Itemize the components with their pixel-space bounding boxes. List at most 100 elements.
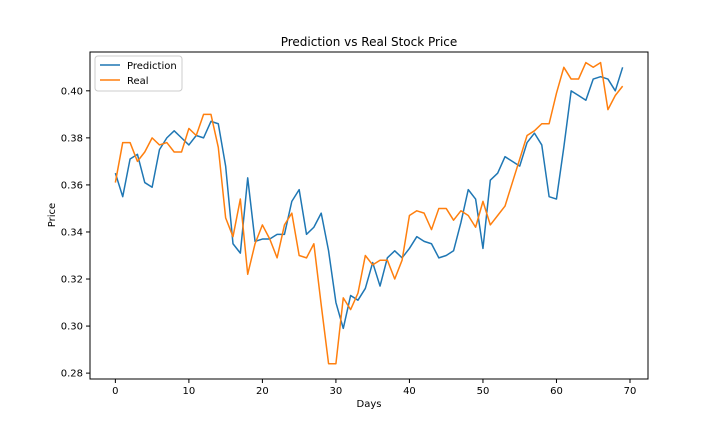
y-tick-label: 0.38 <box>61 133 83 144</box>
data-point-real <box>460 210 462 212</box>
data-point-real <box>218 147 220 149</box>
data-point-real <box>291 212 293 214</box>
data-point-prediction <box>335 302 337 304</box>
data-point-prediction <box>232 243 234 245</box>
data-point-real <box>556 92 558 94</box>
data-point-prediction <box>298 189 300 191</box>
legend: Prediction Real <box>94 55 183 92</box>
data-point-prediction <box>365 288 367 290</box>
data-point-prediction <box>357 299 359 301</box>
data-point-real <box>195 135 197 137</box>
legend-label-real: Real <box>127 76 149 87</box>
data-point-prediction <box>379 285 381 287</box>
x-tick-label: 10 <box>183 386 196 397</box>
y-tick-label: 0.30 <box>61 322 83 333</box>
data-point-prediction <box>423 241 425 243</box>
y-axis-title: Price <box>47 203 58 227</box>
data-point-prediction <box>291 201 293 203</box>
data-point-prediction <box>115 172 117 174</box>
data-point-prediction <box>225 165 227 167</box>
data-point-prediction <box>240 252 242 254</box>
x-tick-label: 0 <box>112 386 118 397</box>
data-point-real <box>453 219 455 221</box>
data-point-real <box>423 212 425 214</box>
data-point-prediction <box>585 99 587 101</box>
data-point-prediction <box>218 123 220 125</box>
data-point-prediction <box>210 121 212 123</box>
y-tick-label: 0.28 <box>61 369 83 380</box>
data-point-real <box>387 259 389 261</box>
data-point-real <box>600 62 602 64</box>
data-point-real <box>365 255 367 256</box>
chart-title: Prediction vs Real Stock Price <box>281 35 458 49</box>
data-point-real <box>115 182 117 184</box>
data-point-real <box>232 236 234 238</box>
data-point-real <box>372 264 374 266</box>
y-tick-label: 0.36 <box>61 180 83 191</box>
data-point-real <box>210 114 212 116</box>
data-point-prediction <box>129 158 131 160</box>
data-point-prediction <box>262 238 264 240</box>
x-tick-label: 20 <box>256 386 269 397</box>
data-point-prediction <box>534 132 536 134</box>
data-point-real <box>468 215 470 217</box>
data-point-prediction <box>188 144 190 146</box>
data-point-prediction <box>482 248 484 250</box>
data-point-prediction <box>490 179 492 181</box>
data-point-prediction <box>387 257 389 259</box>
data-point-prediction <box>247 177 249 179</box>
data-point-real <box>350 309 352 311</box>
data-point-prediction <box>497 172 499 174</box>
data-point-prediction <box>615 90 617 92</box>
data-point-real <box>298 255 300 256</box>
data-point-prediction <box>460 222 462 224</box>
data-point-real <box>504 205 506 207</box>
data-point-prediction <box>563 147 565 149</box>
data-point-real <box>379 259 381 261</box>
data-point-real <box>563 67 565 69</box>
data-point-real <box>526 135 528 137</box>
data-point-real <box>615 95 617 97</box>
data-point-real <box>137 161 139 163</box>
series-line-real <box>114 61 624 365</box>
data-point-real <box>320 304 322 306</box>
series-line-prediction <box>114 67 624 330</box>
data-point-real <box>122 142 124 144</box>
data-point-prediction <box>445 255 447 256</box>
data-point-prediction <box>320 212 322 214</box>
data-point-prediction <box>416 236 418 238</box>
data-point-prediction <box>350 295 352 297</box>
data-point-real <box>548 123 550 125</box>
x-tick-label: 50 <box>477 386 490 397</box>
data-point-prediction <box>122 196 124 198</box>
data-point-real <box>144 151 146 153</box>
data-point-real <box>247 274 249 276</box>
data-point-prediction <box>203 137 205 139</box>
y-axis-ticks: 0.28 0.30 0.32 0.34 0.36 0.38 0.40 <box>61 86 90 380</box>
legend-label-prediction: Prediction <box>127 61 177 72</box>
data-point-real <box>357 292 359 294</box>
data-point-prediction <box>306 234 308 236</box>
data-point-prediction <box>144 182 146 184</box>
data-point-real <box>254 243 256 245</box>
data-point-real <box>541 123 543 125</box>
data-point-real <box>284 224 286 226</box>
data-point-prediction <box>159 149 161 151</box>
data-point-real <box>438 208 440 210</box>
data-point-prediction <box>541 144 543 146</box>
data-point-prediction <box>343 328 345 330</box>
data-point-real <box>181 151 183 153</box>
data-point-real <box>269 238 271 240</box>
data-point-real <box>409 215 411 217</box>
data-point-real <box>394 278 396 280</box>
data-point-real <box>490 224 492 226</box>
data-point-prediction <box>556 198 558 200</box>
data-point-real <box>306 257 308 259</box>
data-point-prediction <box>592 78 594 80</box>
data-point-real <box>313 243 315 245</box>
data-point-real <box>534 130 536 132</box>
data-point-prediction <box>173 130 175 132</box>
x-tick-label: 40 <box>403 386 416 397</box>
data-point-real <box>416 210 418 212</box>
